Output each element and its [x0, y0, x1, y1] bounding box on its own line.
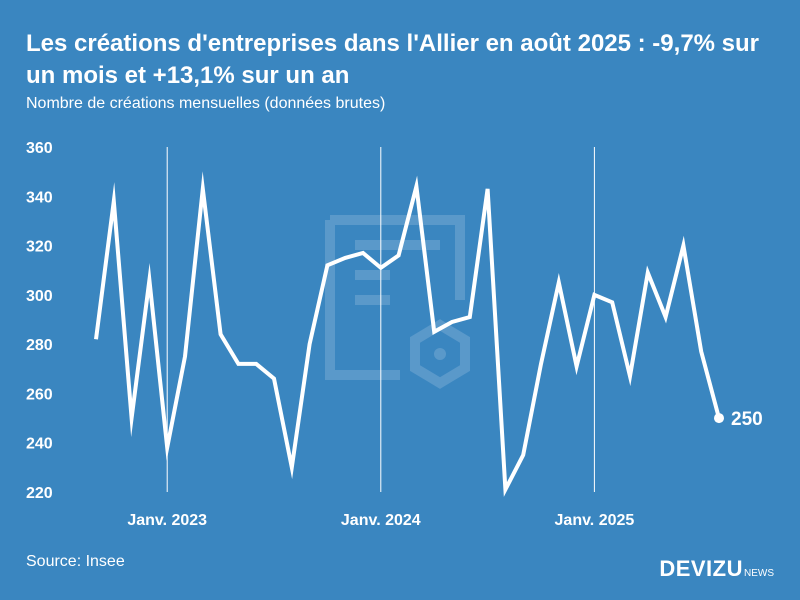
y-tick-label: 240	[26, 436, 53, 453]
end-value-label: 250	[731, 409, 763, 430]
x-tick-label: Janv. 2023	[127, 512, 207, 529]
y-tick-label: 340	[26, 189, 53, 206]
source-note: Source: Insee	[26, 553, 125, 570]
devizu-watermark-icon	[325, 215, 470, 389]
y-tick-label: 280	[26, 337, 53, 354]
series-line	[94, 171, 721, 497]
brand-name: DEVIZU	[659, 556, 743, 581]
y-tick-label: 300	[26, 288, 53, 305]
x-tick-label: Janv. 2025	[555, 512, 635, 529]
brand-logo: DEVIZUNEWS	[659, 556, 774, 582]
chart-subtitle: Nombre de créations mensuelles (données …	[26, 95, 386, 112]
y-tick-label: 360	[26, 140, 53, 157]
x-tick-label: Janv. 2024	[341, 512, 421, 529]
y-tick-label: 260	[26, 386, 53, 403]
end-point-marker	[714, 413, 724, 424]
y-tick-label: 220	[26, 485, 53, 502]
brand-suffix: NEWS	[744, 568, 774, 579]
y-tick-label: 320	[26, 239, 53, 256]
chart-title: Les créations d'entreprises dans l'Allie…	[26, 30, 760, 89]
